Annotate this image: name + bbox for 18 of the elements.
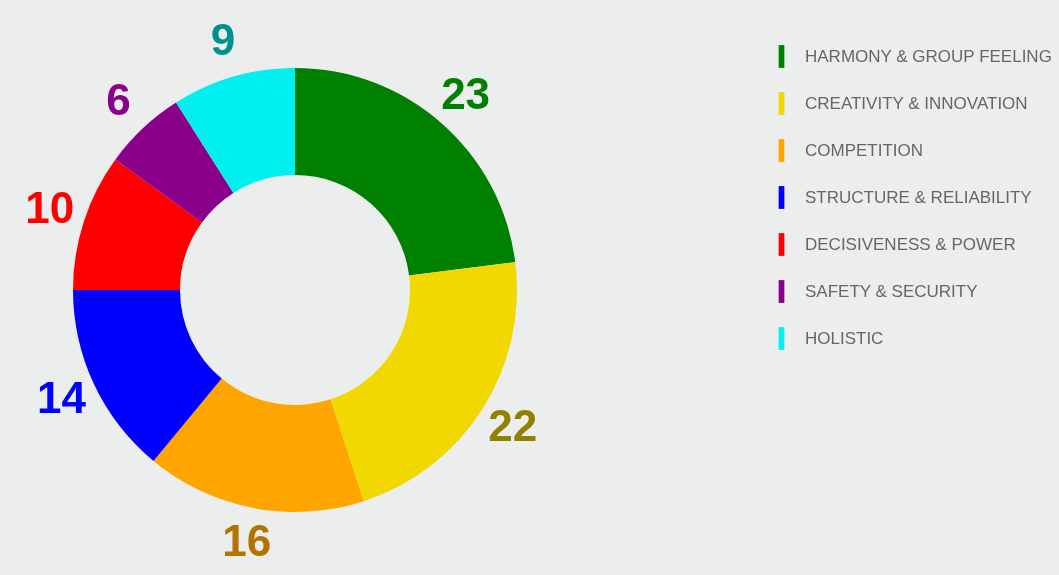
data-label: 9 [210, 15, 236, 65]
legend-label: CREATIVITY & INNOVATION [805, 93, 1028, 113]
donut-slice [153, 378, 364, 512]
data-label: 6 [106, 74, 131, 124]
donut-slice [176, 68, 295, 193]
data-label: 10 [25, 183, 75, 233]
data-label: 22 [488, 401, 538, 451]
legend-label: HARMONY & GROUP FEELING [805, 46, 1052, 66]
legend-label: STRUCTURE & RELIABILITY [805, 187, 1032, 207]
legend-label: DECISIVENESS & POWER [805, 234, 1016, 254]
data-label: 14 [37, 372, 87, 422]
donut-slice [295, 68, 516, 276]
legend-label: COMPETITION [805, 140, 924, 160]
donut-slice [73, 159, 202, 290]
legend-label: HOLISTIC [805, 328, 884, 348]
data-label: 16 [222, 516, 272, 566]
legend-label: SAFETY & SECURITY [805, 281, 978, 301]
data-label: 23 [441, 69, 491, 119]
